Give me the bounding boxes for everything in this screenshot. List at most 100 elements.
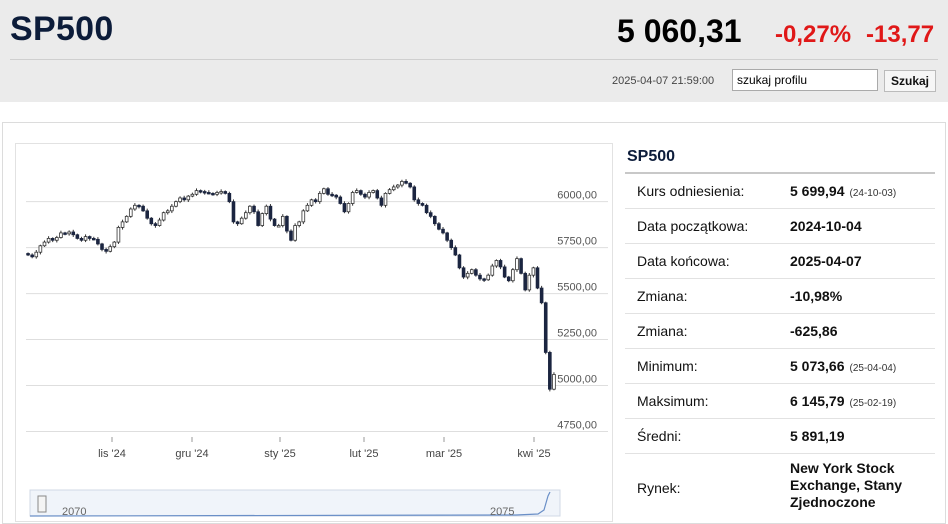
row-label: Zmiana: <box>637 323 688 339</box>
candle-down <box>363 193 367 198</box>
value-text: 5 891,19 <box>790 428 845 444</box>
candle-down <box>100 243 104 250</box>
profile-search-input[interactable] <box>732 69 878 91</box>
candle-up <box>83 236 88 241</box>
candle-down <box>453 247 458 256</box>
navigator-series <box>29 491 551 517</box>
candle-up <box>494 260 499 267</box>
row-label: Kurs odniesienia: <box>637 183 745 199</box>
candle-down <box>272 218 277 226</box>
info-row: Minimum: 5 073,66 (25-04-04) <box>625 349 935 384</box>
x-tick-label: kwi '25 <box>517 448 550 460</box>
candle-down <box>71 231 76 236</box>
y-tick-label: 5000,00 <box>557 374 597 386</box>
row-value: 5 073,66 (25-04-04) <box>790 358 896 374</box>
y-tick-label: 6000,00 <box>557 190 597 202</box>
candle-up <box>67 231 71 235</box>
candle-down <box>313 199 318 203</box>
candle-down <box>198 190 203 193</box>
candle-down <box>145 210 149 219</box>
candle-up <box>293 225 297 241</box>
candle-up <box>486 274 491 281</box>
candle-down <box>408 182 412 188</box>
candle-down <box>182 197 186 201</box>
candle-down <box>543 302 548 353</box>
candle-down <box>548 352 552 390</box>
candle-up <box>490 265 495 276</box>
candle-up <box>391 186 396 191</box>
row-label: Minimum: <box>637 358 698 374</box>
candle-down <box>359 190 363 195</box>
page-title: SP500 <box>10 10 114 48</box>
candle-down <box>235 221 240 225</box>
candle-down <box>535 267 540 289</box>
price-chart[interactable]: 6000,00 5750,00 5500,00 5250,00 5000,00 4750,… <box>15 143 613 522</box>
navigator-label: 2075 <box>490 506 514 518</box>
row-label: Średni: <box>637 428 682 444</box>
quote-timestamp: 2025-04-07 21:59:00 <box>612 75 715 87</box>
candle-up <box>346 203 351 213</box>
search-button[interactable]: Szukaj <box>884 70 936 92</box>
candle-up <box>531 267 536 276</box>
x-tick-label: gru '24 <box>175 448 208 460</box>
row-label: Maksimum: <box>637 393 709 409</box>
quote-header: SP500 5 060,31 -0,27% -13,77 2025-04-07 … <box>0 0 948 102</box>
candle-up <box>108 246 113 252</box>
candle-down <box>289 230 293 241</box>
candle-down <box>96 238 100 245</box>
navigator-label: 2070 <box>62 506 86 518</box>
navigator-handle <box>37 495 47 513</box>
navigator-area <box>29 489 561 517</box>
candle-down <box>461 267 466 278</box>
value-date: (25-02-19) <box>849 398 897 409</box>
candle-up <box>178 197 182 203</box>
candle-down <box>506 276 511 282</box>
candle-down <box>445 232 449 241</box>
candle-up <box>239 217 244 225</box>
candlestick-chart[interactable]: 6000,00 5750,00 5500,00 5250,00 5000,00 4750,… <box>16 144 613 522</box>
candle-up <box>515 258 519 271</box>
y-tick-label: 5750,00 <box>557 236 597 248</box>
candle-down <box>256 211 260 226</box>
candle-down <box>153 223 158 226</box>
candle-down <box>334 194 338 198</box>
candle-up <box>552 374 556 390</box>
candle-down <box>202 191 207 194</box>
candle-down <box>91 238 96 241</box>
info-row: Kurs odniesienia: 5 699,94 (24-10-03) <box>625 174 935 209</box>
candle-up <box>157 219 162 226</box>
candle-up <box>396 184 400 188</box>
candle-down <box>211 192 215 196</box>
candle-up <box>309 199 314 206</box>
candle-down <box>519 258 523 274</box>
value-text: 5 699,94 <box>790 183 845 199</box>
candle-up <box>248 205 252 214</box>
candle-up <box>317 192 322 203</box>
candle-down <box>207 192 211 195</box>
candle-up <box>260 213 265 226</box>
candle-down <box>474 269 478 276</box>
change-absolute: -13,77 <box>866 21 935 48</box>
candle-up <box>116 226 121 243</box>
candle-up <box>120 221 125 228</box>
row-value: -625,86 <box>790 323 837 339</box>
value-text: -625,86 <box>790 323 838 339</box>
row-label: Data końcowa: <box>637 253 730 269</box>
info-row: Średni: 5 891,19 <box>625 419 935 454</box>
value-text: 2024-10-04 <box>790 218 862 234</box>
candle-up <box>350 192 355 204</box>
candle-up <box>34 251 39 258</box>
candle-down <box>231 201 236 223</box>
candle-up <box>59 232 63 238</box>
candle-down <box>63 232 67 235</box>
candle-down <box>75 234 80 239</box>
y-tick-label: 5500,00 <box>557 282 597 294</box>
candle-down <box>223 191 228 194</box>
candle-up <box>527 274 532 291</box>
candle-up <box>219 191 223 194</box>
row-label: Rynek: <box>637 480 681 496</box>
candle-down <box>379 197 384 206</box>
row-value: 2024-10-04 <box>790 218 862 234</box>
candle-up <box>42 241 47 247</box>
candle-down <box>141 205 145 212</box>
